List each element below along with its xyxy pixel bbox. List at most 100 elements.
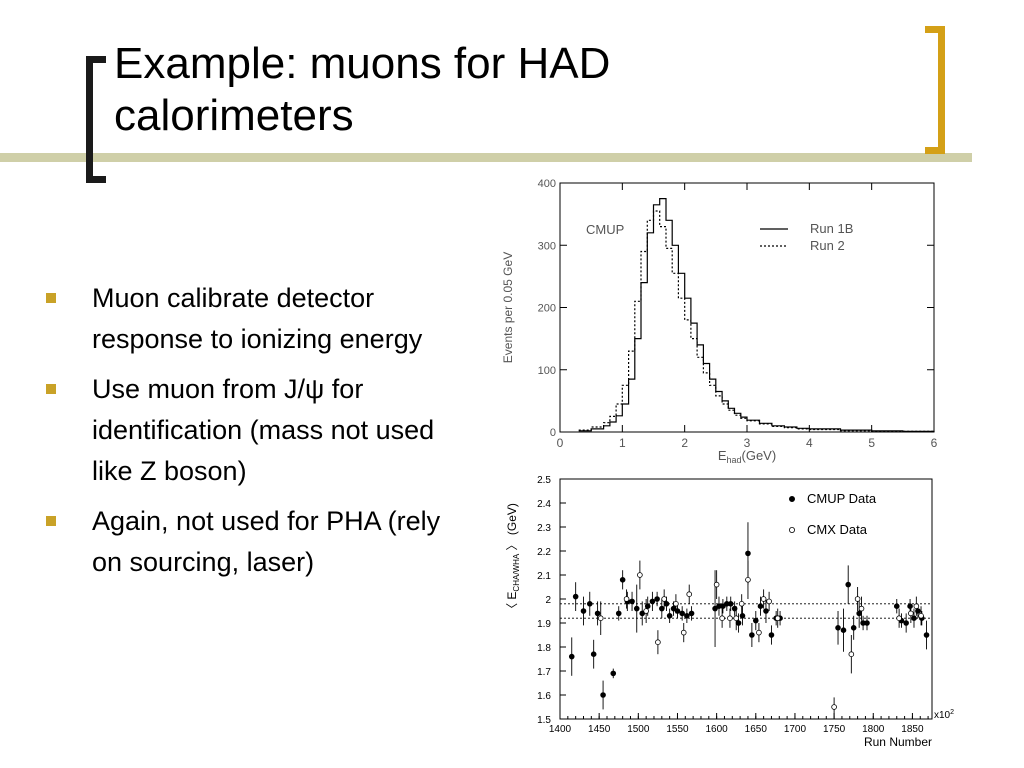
- y-tick-label: 1.7: [537, 667, 551, 678]
- energy-histogram-chart: 0 1 2 3 4 5 6 0 100 200 300 400 CMUP Run 1B Run 2 Ehad(…: [501, 178, 938, 465]
- histogram-series-run-1b: [578, 198, 935, 432]
- cmx-data-point: [655, 639, 661, 646]
- cmx-data-point: [896, 615, 902, 622]
- bullet-text: Again, not used for PHA (rely on sourcin…: [92, 506, 441, 577]
- legend-label: CMUP Data: [807, 491, 877, 506]
- legend-label: Run 2: [810, 238, 845, 253]
- x-tick-label: 6: [931, 436, 938, 450]
- y-tick-label: 100: [538, 365, 556, 377]
- cmup-data-point: [629, 598, 635, 605]
- cmup-data-point: [745, 550, 751, 557]
- right-bracket-decoration: [925, 26, 945, 154]
- cmup-data-point: [856, 610, 862, 617]
- cmup-data-point: [739, 613, 746, 619]
- cmup-data-point: [735, 620, 742, 626]
- cmup-data-point: [610, 670, 617, 677]
- x-tick-label: 5: [868, 436, 875, 450]
- cmx-data-point: [623, 596, 630, 602]
- cmx-data-point: [756, 629, 762, 636]
- cmx-data-point: [713, 581, 720, 588]
- bullet-square-icon: [46, 293, 56, 303]
- y-axis-label: Events per 0.05 GeV: [501, 252, 515, 363]
- cmx-data-point: [686, 591, 693, 597]
- y-tick-label: 1.6: [537, 691, 551, 702]
- cmup-data-point: [590, 651, 597, 658]
- cmup-data-point: [893, 603, 900, 610]
- y-tick-label: 1.5: [537, 715, 551, 726]
- cmup-data-point: [712, 605, 718, 612]
- cmup-data-point: [619, 577, 626, 583]
- bullet-square-icon: [46, 516, 56, 526]
- x-tick-label: 4: [806, 436, 813, 450]
- cmup-data-point: [600, 692, 606, 698]
- cmx-data-point: [913, 603, 920, 610]
- cmx-data-point: [643, 608, 649, 614]
- cmup-data-point: [763, 608, 769, 614]
- cmx-data-point: [597, 615, 604, 622]
- cmx-data-point: [673, 601, 679, 607]
- cmx-data-point: [745, 577, 751, 583]
- x-tick-label: 1850: [901, 724, 924, 735]
- x-tick-label: 1450: [588, 724, 611, 735]
- cmup-data-point: [907, 603, 913, 610]
- cmup-data-point: [654, 596, 660, 602]
- cmx-data-point: [661, 596, 667, 602]
- cmup-data-point: [911, 615, 917, 622]
- cmup-data-point: [850, 625, 857, 631]
- bullet-item: Again, not used for PHA (rely on sourcin…: [44, 501, 474, 583]
- cmx-data-point: [738, 601, 745, 607]
- x-tick-label: 1: [619, 436, 626, 450]
- slide-title: Example: muons for HAD calorimeters: [114, 38, 754, 142]
- slide-title-line2: calorimeters: [114, 91, 354, 140]
- y-tick-label: 2: [545, 595, 551, 606]
- plot-frame: [559, 478, 933, 720]
- cmup-data-point: [903, 620, 909, 626]
- cmx-data-point: [719, 615, 725, 622]
- x-axis-multiplier: x102: [934, 709, 954, 721]
- plot-frame: [559, 182, 935, 433]
- cmup-data-point: [835, 625, 841, 631]
- cmup-data-point: [923, 632, 930, 638]
- cmup-data-point: [615, 610, 622, 617]
- bullet-list: Muon calibrate detector response to ioni…: [44, 278, 474, 592]
- y-axis-label: 〈 ECHA/WHA 〉 (GeV): [505, 503, 521, 615]
- cmup-data-point: [572, 593, 579, 600]
- cmup-data-point: [633, 605, 640, 612]
- cmup-data-point: [864, 620, 870, 626]
- cmx-data-point: [918, 613, 924, 619]
- histogram-series-run-2: [578, 210, 935, 432]
- cmx-data-point: [733, 615, 740, 622]
- cmup-data-point: [720, 603, 726, 610]
- cmup-data-point: [727, 601, 734, 607]
- legend-marker: [788, 495, 795, 502]
- cmup-data-point: [663, 601, 670, 607]
- y-tick-label: 400: [538, 178, 556, 190]
- x-tick-label: 2: [681, 436, 688, 450]
- y-tick-label: 300: [538, 240, 556, 252]
- cmx-data-point: [680, 629, 687, 636]
- cmup-data-point: [568, 653, 575, 660]
- cmup-data-point: [752, 617, 759, 624]
- y-tick-label: 0: [550, 427, 556, 439]
- bullet-item: Muon calibrate detector response to ioni…: [44, 278, 474, 360]
- cmup-data-point: [749, 632, 755, 638]
- y-tick-label: 1.9: [537, 619, 551, 630]
- cmup-data-point: [666, 613, 673, 619]
- cmup-data-point: [845, 581, 852, 588]
- x-tick-label: 1650: [745, 724, 768, 735]
- bullet-text: Use muon from J/ψ for identification (ma…: [92, 374, 435, 486]
- cmx-data-point: [637, 572, 643, 578]
- cmx-data-point: [766, 598, 772, 605]
- left-bracket-decoration: [86, 56, 106, 183]
- slide-title-line1: Example: muons for HAD: [114, 39, 611, 88]
- y-tick-label: 2.1: [537, 571, 551, 582]
- legend-marker: [788, 527, 795, 534]
- cmx-data-point: [774, 615, 781, 622]
- x-tick-label: 1800: [862, 724, 885, 735]
- y-tick-label: 200: [538, 303, 556, 315]
- cmx-data-point: [858, 605, 865, 612]
- x-tick-label: 1750: [823, 724, 846, 735]
- cmup-data-point: [688, 610, 695, 617]
- cmup-data-point: [586, 601, 593, 607]
- y-tick-label: 2.4: [537, 499, 551, 510]
